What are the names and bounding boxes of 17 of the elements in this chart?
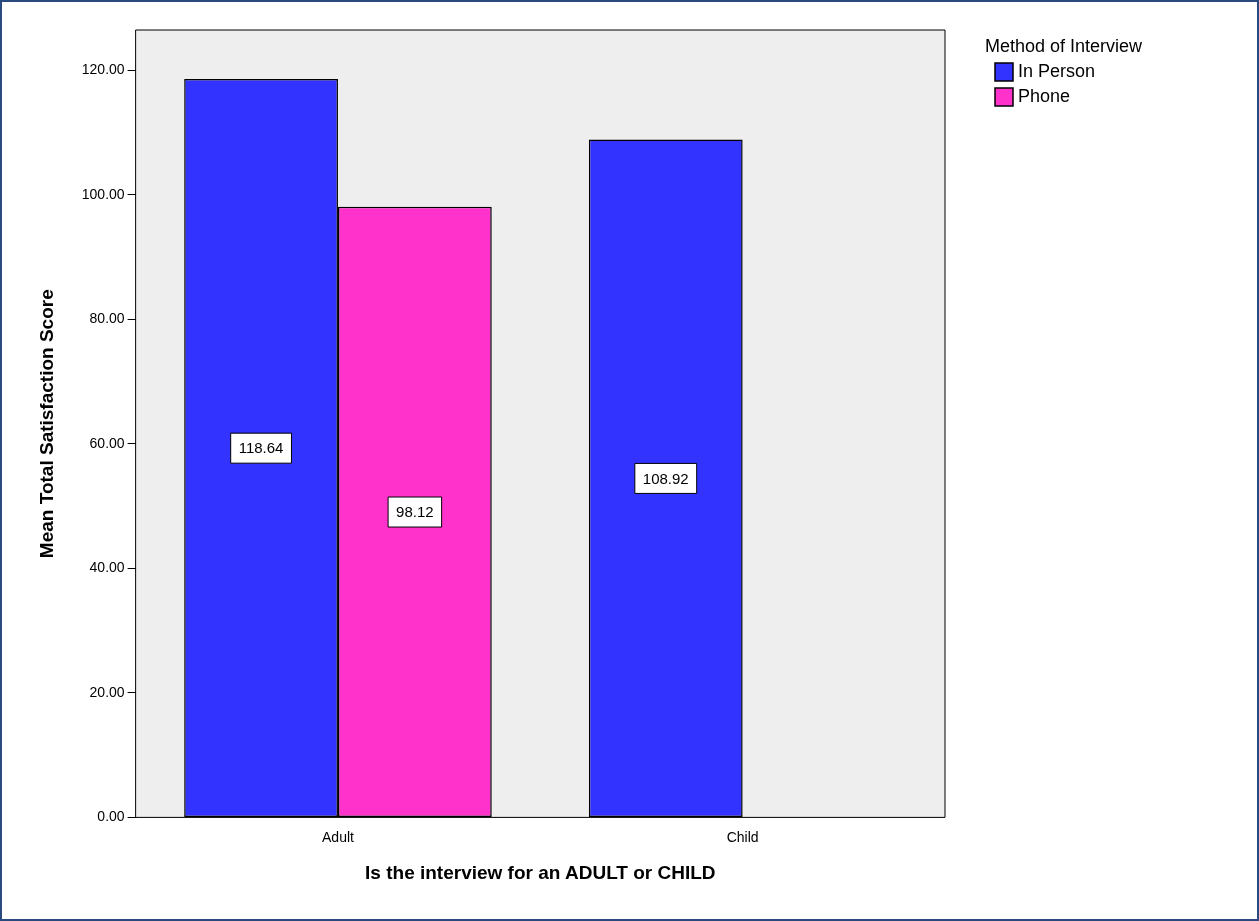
y-tick-label: 80.00 — [89, 310, 125, 327]
y-tick-label: 100.00 — [81, 185, 125, 202]
y-axis-title: Mean Total Satisfaction Score — [35, 289, 57, 559]
data-label: 118.64 — [238, 439, 284, 457]
data-label: 108.92 — [642, 469, 689, 487]
y-tick-label: 40.00 — [89, 559, 125, 576]
x-axis-title: Is the interview for an ADULT or CHILD — [365, 861, 716, 883]
y-tick-label: 120.00 — [81, 61, 125, 78]
y-tick-label: 0.00 — [97, 808, 125, 825]
data-label: 98.12 — [396, 503, 434, 521]
legend-title: Method of Interview — [985, 35, 1144, 56]
x-tick-label: Child — [726, 828, 759, 845]
legend-label: In Person — [1018, 60, 1096, 81]
legend-label: Phone — [1018, 85, 1071, 106]
y-tick-label: 60.00 — [89, 434, 125, 451]
x-tick-label: Adult — [322, 828, 355, 845]
y-tick-label: 20.00 — [89, 683, 125, 700]
